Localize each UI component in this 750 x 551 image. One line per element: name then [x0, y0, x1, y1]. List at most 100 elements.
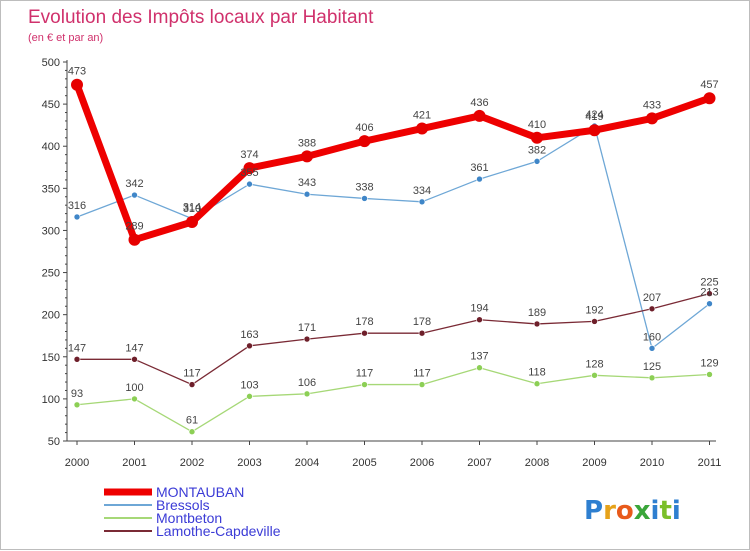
data-point-montauban — [703, 92, 716, 105]
x-tick-label: 2005 — [352, 457, 376, 469]
data-label-lamothe-capdeville: 117 — [183, 368, 201, 380]
data-point-bressols — [706, 300, 713, 308]
data-point-montauban — [416, 122, 428, 135]
data-point-bressols — [533, 158, 541, 165]
data-label-bressols: 343 — [298, 177, 316, 189]
data-label-lamothe-capdeville: 147 — [68, 342, 86, 354]
data-label-montbeton: 118 — [528, 367, 546, 379]
data-point-montbeton — [361, 381, 368, 388]
logo-letter: i — [672, 496, 681, 526]
data-point-montauban — [71, 78, 83, 91]
data-point-bressols — [73, 213, 81, 221]
data-point-montauban — [186, 216, 198, 229]
data-point-montbeton — [246, 393, 253, 400]
data-point-lamothe-capdeville — [188, 381, 196, 388]
data-label-lamothe-capdeville: 192 — [585, 304, 603, 316]
data-point-bressols — [303, 190, 311, 198]
chart-subtitle: (en € et par an) — [28, 32, 103, 44]
data-point-montauban — [243, 162, 256, 175]
data-label-bressols: 355 — [240, 167, 258, 179]
data-label-lamothe-capdeville: 189 — [528, 307, 546, 319]
data-point-montbeton — [188, 428, 196, 436]
y-tick-label: 450 — [42, 99, 60, 111]
data-point-montauban — [301, 150, 313, 163]
data-label-bressols: 338 — [355, 181, 373, 193]
data-label-lamothe-capdeville: 178 — [413, 316, 431, 328]
data-point-bressols — [418, 198, 426, 206]
logo-letter: i — [651, 496, 660, 526]
data-point-bressols — [246, 180, 253, 188]
data-label-montauban: 436 — [470, 97, 488, 109]
data-label-montbeton: 106 — [298, 377, 316, 389]
x-tick-label: 2004 — [295, 457, 319, 469]
data-label-montbeton: 117 — [356, 368, 374, 380]
data-label-montbeton: 93 — [71, 388, 83, 400]
y-tick-label: 350 — [42, 183, 60, 195]
data-label-lamothe-capdeville: 225 — [700, 277, 718, 289]
logo-letter: r — [603, 496, 616, 526]
y-tick-label: 50 — [48, 436, 60, 448]
y-tick-label: 250 — [42, 268, 60, 280]
x-tick-label: 2001 — [122, 457, 146, 469]
data-point-montauban — [531, 131, 543, 144]
data-point-bressols — [648, 345, 656, 352]
data-label-bressols: 213 — [700, 287, 718, 299]
data-point-lamothe-capdeville — [648, 305, 656, 313]
data-label-lamothe-capdeville: 194 — [470, 303, 488, 315]
legend-label-bressols: Bressols — [156, 497, 210, 513]
y-tick-label: 200 — [42, 310, 60, 322]
data-point-montauban — [588, 124, 601, 137]
data-point-montauban — [358, 135, 371, 148]
data-label-montauban: 310 — [183, 203, 201, 215]
data-point-lamothe-capdeville — [476, 316, 483, 324]
data-point-montbeton — [533, 380, 541, 388]
data-label-bressols: 361 — [470, 162, 488, 174]
x-tick-label: 2008 — [525, 457, 549, 469]
data-label-montauban: 421 — [413, 110, 431, 122]
legend-label-montauban: MONTAUBAN — [156, 484, 244, 500]
axes: 50 100 150 200 250 300 350 400 450 500 2000 2001 200… — [42, 57, 722, 469]
y-tick-label: 400 — [42, 141, 60, 153]
logo-letter: t — [659, 496, 671, 526]
data-label-montbeton: 103 — [240, 379, 258, 391]
data-labels: 316 342 314 355 343 338 334 361 382 424 160 213 93 10… — [68, 66, 719, 427]
data-label-montbeton: 61 — [186, 415, 198, 427]
legend: MONTAUBANBressolsMontbetonLamothe-Capdev… — [104, 484, 281, 539]
data-point-montbeton — [706, 371, 713, 378]
data-point-montauban — [128, 233, 141, 246]
data-point-montbeton — [418, 381, 426, 388]
data-point-lamothe-capdeville — [533, 320, 541, 328]
data-label-lamothe-capdeville: 147 — [125, 342, 143, 354]
data-point-lamothe-capdeville — [706, 290, 713, 297]
series-line-bressols — [76, 125, 711, 350]
data-point-montbeton — [303, 390, 311, 398]
data-point-lamothe-capdeville — [361, 329, 368, 337]
x-tick-label: 2007 — [467, 457, 491, 469]
x-tick-label: 2003 — [237, 457, 261, 469]
x-tick-label: 2011 — [698, 457, 722, 469]
data-point-montbeton — [476, 364, 483, 372]
data-label-lamothe-capdeville: 207 — [643, 292, 661, 304]
data-label-montauban: 433 — [643, 99, 661, 111]
data-point-bressols — [131, 191, 138, 199]
data-label-montauban: 457 — [700, 79, 718, 91]
data-label-bressols: 334 — [413, 185, 431, 197]
series-line-montauban — [73, 81, 713, 244]
y-tick-label: 100 — [42, 394, 60, 406]
data-label-montauban: 419 — [585, 111, 603, 123]
data-label-lamothe-capdeville: 171 — [298, 322, 316, 334]
data-point-montbeton — [73, 401, 81, 409]
data-point-lamothe-capdeville — [73, 356, 81, 363]
data-label-montbeton: 128 — [585, 358, 603, 370]
data-label-bressols: 314 — [183, 202, 201, 214]
series-layer — [71, 78, 716, 436]
data-label-montauban: 388 — [298, 137, 316, 149]
data-point-lamothe-capdeville — [303, 335, 311, 343]
data-point-montbeton — [131, 395, 138, 403]
proxiti-logo: Proxiti — [584, 496, 681, 526]
data-label-bressols: 424 — [585, 109, 603, 121]
chart-title: Evolution des Impôts locaux par Habitant — [28, 7, 374, 28]
data-label-bressols: 342 — [125, 178, 143, 190]
